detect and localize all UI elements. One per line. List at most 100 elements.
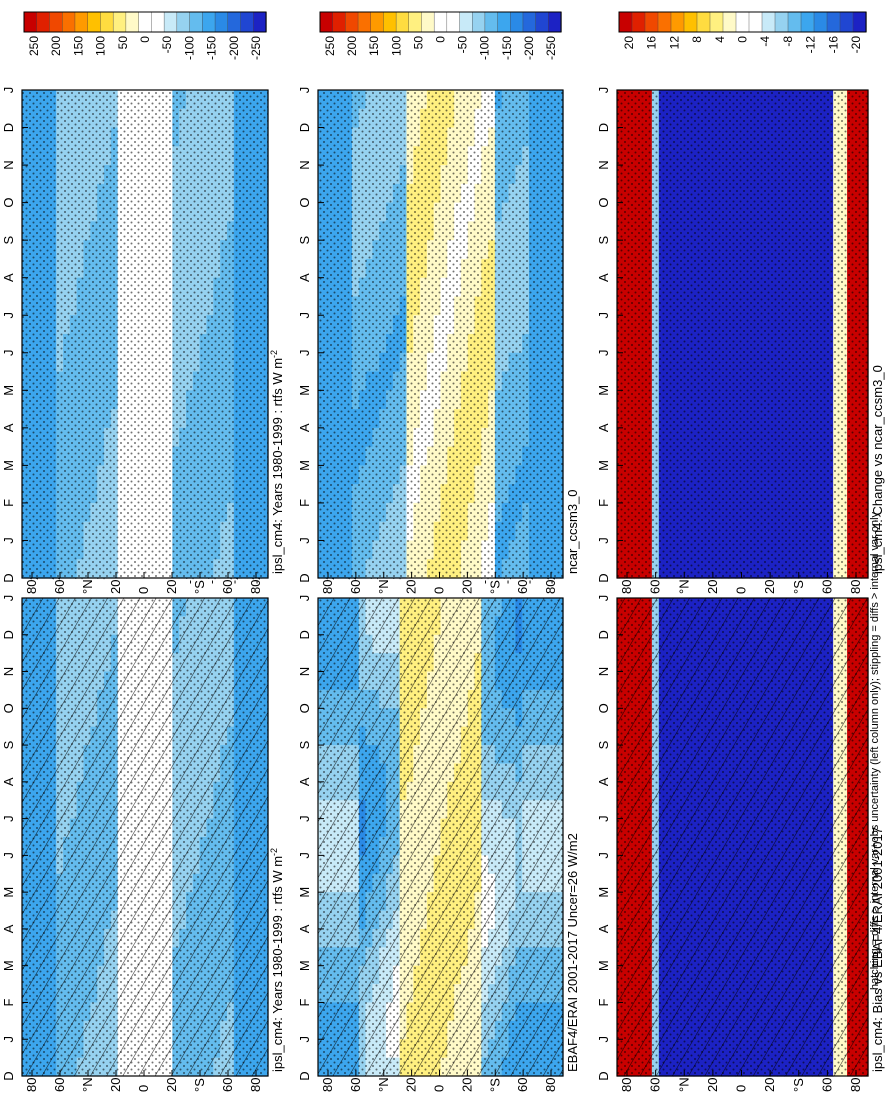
colorbar-tick-label: 250	[27, 36, 41, 56]
month-tick-label: J	[297, 852, 312, 859]
month-tick-label: D	[1, 573, 16, 582]
month-tick-label: M	[1, 385, 16, 396]
lat-tick-label: 60	[515, 1078, 530, 1092]
month-tick-label: F	[1, 998, 16, 1006]
month-tick-label: J	[297, 312, 312, 319]
lat-tick-label: 20	[459, 1078, 474, 1092]
lat-tick-label: 0	[136, 1085, 151, 1092]
hatching-overlay	[22, 598, 268, 1076]
colorbar-segment	[36, 11, 51, 33]
colorbar-tick-label: -50	[456, 36, 470, 54]
month-tick-label: M	[297, 887, 312, 898]
title-superscript: -2	[269, 848, 279, 856]
lat-tick-label: 0	[432, 587, 447, 594]
colorbar-tick-label: 50	[411, 36, 425, 50]
lat-tick-label: 60	[348, 580, 363, 594]
lat-tick-label: °N	[376, 1077, 391, 1092]
month-tick-label: J	[297, 1036, 312, 1043]
colorbar-segment	[510, 11, 524, 33]
month-tick-label: J	[297, 815, 312, 822]
panel-4: 80 60 °N 20 0 20 °S 60 80DJFMAMJJASONDJncar_ccsm…	[297, 11, 580, 594]
colorbar-tick-label: -250	[249, 36, 263, 60]
colorbar-tick-label: 100	[94, 36, 108, 56]
month-tick-label: A	[1, 924, 16, 933]
colorbar-segment	[421, 11, 435, 33]
month-tick-label: D	[297, 1071, 312, 1080]
colorbar-segment	[74, 11, 89, 33]
colorbar-segment	[202, 11, 216, 33]
month-tick-label: D	[1, 630, 16, 639]
lat-tick-label: 80	[24, 1078, 39, 1092]
lat-tick-label: 20	[404, 1078, 419, 1092]
colorbar-segment	[87, 11, 102, 33]
colorbar-segment	[227, 11, 242, 33]
month-tick-label: S	[297, 740, 312, 749]
colorbar-segment	[472, 11, 486, 33]
lat-tick-label: 80	[248, 1078, 263, 1092]
lat-tick-label: 60	[52, 1078, 67, 1092]
month-tick-label: N	[297, 160, 312, 169]
panel-5: 80 60 °N 20 0 20 °S 60 80DJFMAMJJASONDJipsl_cm4:…	[596, 535, 885, 1092]
month-tick-label: J	[1, 1036, 16, 1043]
colorbar-segment	[23, 11, 38, 33]
colorbar-tick-label: 150	[71, 36, 85, 56]
panel-1: 80 60 °N 20 0 20 °S 60 80DJFMAMJJASONDJipsl_cm4:…	[1, 535, 285, 1092]
colorbar-segment	[408, 11, 423, 33]
lat-tick-label: 20	[108, 580, 123, 594]
month-tick-label: N	[1, 160, 16, 169]
colorbar-segment	[62, 11, 76, 33]
colorbar-tick-label: 200	[49, 36, 63, 56]
colorbar-tick-label: -250	[544, 36, 558, 60]
lat-tick-label: 20	[459, 580, 474, 594]
month-tick-label: J	[1, 815, 16, 822]
lat-tick-label: 0	[136, 587, 151, 594]
colorbar-segment	[446, 11, 461, 33]
colorbar-tick-label: -200	[227, 36, 241, 60]
month-tick-label: D	[297, 573, 312, 582]
colorbar-tick-label: 0	[434, 36, 448, 43]
lat-tick-label: 80	[320, 1078, 335, 1092]
colorbar-segment	[459, 11, 473, 33]
panel-title: ipsl_cm4: Years 1980-1999 : rtfs W m-2	[269, 848, 285, 1072]
colorbar-segment	[100, 11, 114, 33]
colorbar-segment	[332, 11, 347, 33]
month-tick-label: M	[1, 460, 16, 471]
month-tick-label: J	[1, 537, 16, 544]
month-tick-label: O	[297, 198, 312, 208]
month-tick-label: F	[297, 499, 312, 507]
month-tick-label: A	[1, 777, 16, 786]
lat-tick-label: 80	[248, 580, 263, 594]
month-tick-label: O	[1, 703, 16, 713]
lat-tick-label: 60	[220, 1078, 235, 1092]
panel-frame	[317, 597, 564, 1077]
month-tick-label: M	[297, 460, 312, 471]
month-tick-label: J	[1, 852, 16, 859]
panel-frame	[317, 89, 564, 579]
panel-frame	[21, 89, 269, 579]
month-tick-label: D	[1, 1071, 16, 1080]
lat-tick-label: 60	[52, 580, 67, 594]
lat-tick-label: °S	[487, 1078, 502, 1092]
lat-tick-label: 20	[108, 1078, 123, 1092]
colorbar-segment	[433, 11, 448, 33]
panel-3: 80 60 °N 20 0 20 °S 60 80DJFMAMJJASONDJEBAF4/ERA…	[297, 535, 580, 1092]
colorbar-tick-label: 250	[323, 36, 337, 56]
colorbar-tick-label: -50	[160, 36, 174, 54]
title-superscript: -2	[269, 350, 279, 358]
lat-tick-label: °S	[192, 580, 207, 594]
lat-tick-label: 20	[164, 580, 179, 594]
month-tick-label: M	[1, 887, 16, 898]
lat-tick-label: °N	[376, 579, 391, 594]
month-tick-label: M	[297, 385, 312, 396]
month-tick-label: S	[297, 236, 312, 245]
colorbar-frame	[319, 11, 562, 33]
colorbar-segment	[395, 11, 410, 33]
colorbar-segment	[253, 11, 267, 33]
colorbar-segment	[240, 11, 254, 33]
colorbar-segment	[214, 11, 229, 33]
month-tick-label: J	[1, 87, 16, 94]
month-tick-label: A	[297, 777, 312, 786]
month-tick-label: J	[297, 87, 312, 94]
